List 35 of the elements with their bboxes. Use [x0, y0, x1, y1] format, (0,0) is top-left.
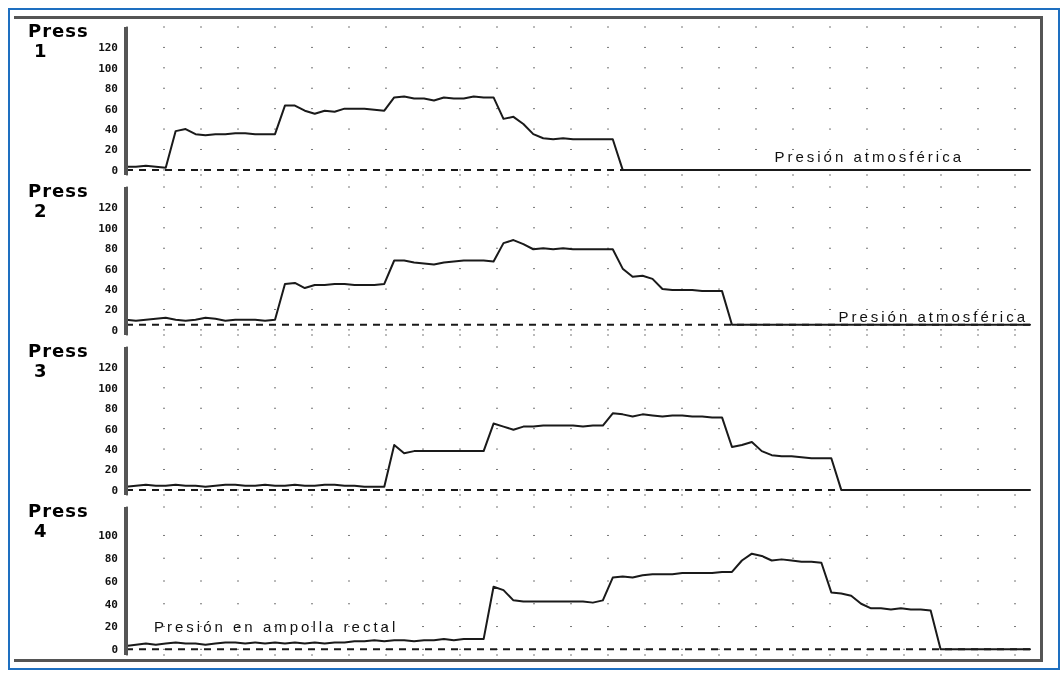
y-tick-label: 20: [104, 620, 118, 634]
y-tick-label: 100: [98, 61, 118, 75]
y-tick-label: 100: [98, 381, 118, 395]
chart-title: Press 3: [28, 340, 89, 381]
y-tick-label: 0: [111, 323, 118, 337]
y-tick-label: 20: [104, 303, 118, 317]
chart-title: Press 2: [28, 180, 89, 221]
y-tick-label: 120: [98, 41, 118, 55]
y-tick-label: 60: [104, 102, 118, 116]
y-tick-label: 40: [104, 442, 118, 456]
annotation: Presión atmosférica: [774, 148, 964, 165]
y-tick-label: 0: [111, 643, 118, 657]
annotation: Presión en ampolla rectal: [154, 618, 399, 635]
y-tick-label: 60: [104, 422, 118, 436]
y-tick-label: 120: [98, 361, 118, 375]
y-tick-label: 80: [104, 242, 118, 256]
y-tick-label: 0: [111, 483, 118, 497]
y-tick-label: 20: [104, 143, 118, 157]
y-tick-label: 80: [104, 82, 118, 96]
chart-title: Press 1: [28, 20, 89, 61]
y-tick-label: 100: [98, 221, 118, 235]
y-tick-label: 60: [104, 574, 118, 588]
page-frame: Press 1 0 20 40 60 80 100 120 Presión atmosférica Press 2 0 20 40 60 80 100 120 Presión atmosférica Press 3 0 20 40 60 80 100 120 Press 4 0 20 40 60 80 100 Presión en ampolla rectal: [8, 8, 1060, 670]
y-tick-label: 100: [98, 529, 118, 543]
y-tick-label: 40: [104, 122, 118, 136]
y-tick-label: 40: [104, 597, 118, 611]
y-tick-label: 80: [104, 552, 118, 566]
y-tick-label: 0: [111, 163, 118, 177]
y-tick-label: 20: [104, 463, 118, 477]
y-tick-label: 80: [104, 402, 118, 416]
y-tick-label: 40: [104, 282, 118, 296]
y-tick-label: 60: [104, 262, 118, 276]
annotation: Presión atmosférica: [838, 308, 1028, 325]
chart-title: Press 4: [28, 500, 89, 541]
y-tick-label: 120: [98, 201, 118, 215]
